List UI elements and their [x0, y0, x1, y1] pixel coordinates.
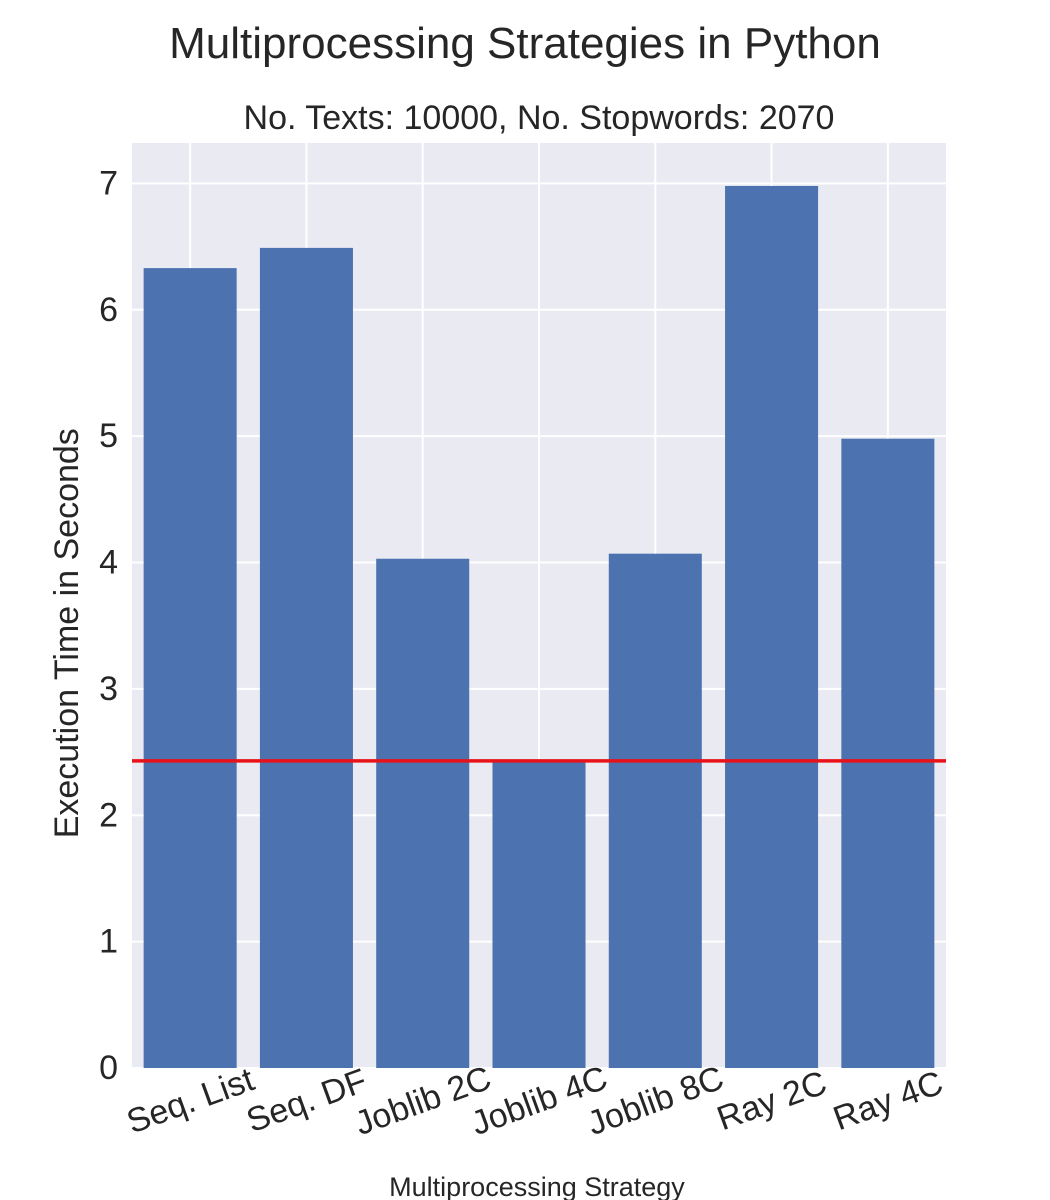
y-tick-label: 6 [99, 291, 118, 329]
bar-seq-list [143, 268, 237, 1069]
y-tick-labels: 0 1 2 3 4 5 6 7 [99, 164, 118, 1087]
x-tick-label: Seq. DF [242, 1062, 372, 1140]
y-tick-label: 7 [99, 164, 118, 202]
x-tick-label: Joblib 8C [583, 1059, 729, 1143]
bar-seq-df [259, 247, 353, 1068]
bars [143, 185, 935, 1069]
bar-ray-4c [841, 438, 935, 1068]
y-tick-label: 3 [99, 670, 118, 708]
y-tick-label: 5 [99, 417, 118, 455]
bar-joblib-2c [376, 558, 470, 1068]
y-tick-label: 1 [99, 923, 118, 961]
chart-title: No. Texts: 10000, No. Stopwords: 2070 [243, 99, 835, 137]
bar-joblib-8c [608, 553, 702, 1068]
y-tick-label: 0 [99, 1049, 118, 1087]
x-axis-label: Multiprocessing Strategy [389, 1172, 685, 1200]
bar-ray-2c [725, 185, 819, 1068]
x-tick-label: Seq. List [122, 1060, 260, 1141]
y-axis-label: Execution Time in Seconds [48, 428, 86, 838]
bar-joblib-4c [492, 760, 586, 1068]
y-tick-label: 4 [99, 544, 118, 582]
x-tick-label: Ray 2C [712, 1064, 832, 1138]
y-tick-label: 2 [99, 796, 118, 834]
x-tick-label: Ray 4C [828, 1064, 948, 1138]
chart-suptitle: Multiprocessing Strategies in Python [169, 19, 881, 68]
